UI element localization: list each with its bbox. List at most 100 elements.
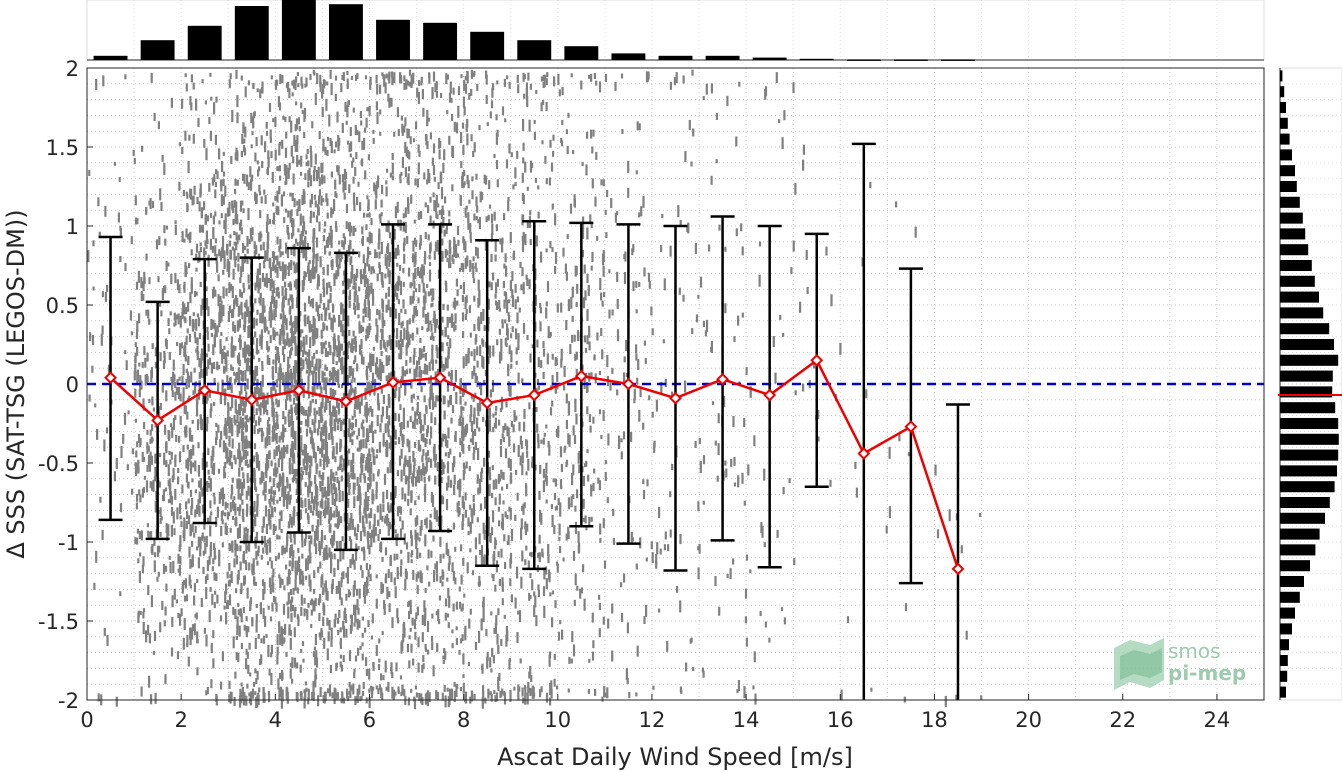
scatter-point <box>492 655 495 664</box>
scatter-point <box>483 532 486 540</box>
scatter-point <box>401 439 404 447</box>
scatter-point <box>448 262 451 269</box>
scatter-point <box>348 341 351 346</box>
scatter-point <box>366 381 369 392</box>
scatter-point <box>382 675 385 681</box>
scatter-point <box>307 697 310 705</box>
scatter-point <box>268 498 271 504</box>
scatter-point <box>387 681 390 692</box>
scatter-point <box>342 72 345 81</box>
scatter-point <box>292 430 295 439</box>
scatter-point <box>345 572 348 578</box>
scatter-point <box>266 168 269 174</box>
scatter-point <box>303 608 306 617</box>
scatter-point <box>447 400 450 408</box>
scatter-point <box>249 607 252 611</box>
scatter-point <box>365 562 368 570</box>
scatter-point <box>150 72 153 83</box>
scatter-point <box>267 645 270 657</box>
scatter-point <box>264 250 267 260</box>
scatter-point <box>278 383 281 395</box>
scatter-point <box>476 360 479 368</box>
scatter-point <box>272 359 275 365</box>
scatter-point <box>231 246 234 251</box>
scatter-point <box>484 370 487 376</box>
scatter-point <box>443 434 447 439</box>
scatter-point <box>151 481 154 491</box>
scatter-point <box>470 88 473 96</box>
scatter-point <box>309 455 312 464</box>
scatter-point <box>420 76 423 83</box>
scatter-point <box>437 242 440 248</box>
scatter-point <box>211 466 214 475</box>
scatter-point <box>455 637 458 645</box>
scatter-point <box>296 587 299 594</box>
scatter-point <box>269 476 272 483</box>
scatter-point <box>462 182 465 188</box>
scatter-point <box>184 426 187 435</box>
scatter-point <box>361 235 364 246</box>
scatter-point <box>451 145 454 157</box>
scatter-point <box>276 236 279 245</box>
scatter-point <box>423 413 426 425</box>
scatter-point <box>287 412 290 423</box>
scatter-point <box>450 318 453 328</box>
scatter-point <box>212 492 215 497</box>
scatter-point <box>272 568 275 578</box>
scatter-point <box>329 236 332 245</box>
scatter-point <box>230 336 234 344</box>
scatter-point <box>238 695 242 708</box>
scatter-point <box>256 500 259 509</box>
scatter-point <box>330 236 333 249</box>
scatter-point <box>174 315 177 326</box>
scatter-point <box>474 442 477 451</box>
scatter-point <box>314 598 317 607</box>
scatter-point <box>300 497 303 508</box>
scatter-point <box>353 203 356 212</box>
scatter-point <box>462 406 465 411</box>
scatter-point <box>263 402 266 415</box>
scatter-point <box>286 601 289 606</box>
scatter-point <box>286 576 289 586</box>
scatter-point <box>319 256 322 268</box>
scatter-point <box>465 295 468 304</box>
scatter-point <box>358 588 361 599</box>
scatter-point <box>252 355 255 360</box>
scatter-point <box>211 245 214 253</box>
scatter-point <box>225 337 228 342</box>
scatter-point <box>323 421 326 432</box>
scatter-point <box>404 309 407 315</box>
scatter-point <box>243 624 246 631</box>
scatter-point <box>281 546 284 556</box>
scatter-point <box>136 218 139 225</box>
scatter-point <box>139 552 142 557</box>
scatter-point <box>407 331 410 342</box>
scatter-point <box>270 486 273 495</box>
scatter-point <box>280 447 283 460</box>
scatter-point <box>327 631 330 642</box>
scatter-point <box>307 416 310 428</box>
scatter-point <box>209 238 212 250</box>
scatter-point <box>213 543 216 551</box>
scatter-point <box>309 337 312 349</box>
scatter-point <box>471 263 474 269</box>
scatter-point <box>388 251 392 262</box>
scatter-point <box>158 481 161 488</box>
scatter-point <box>310 155 313 168</box>
scatter-point <box>413 458 416 466</box>
scatter-point <box>184 405 187 415</box>
scatter-point <box>481 192 484 200</box>
scatter-point <box>339 661 342 668</box>
scatter-point <box>305 533 308 540</box>
scatter-point <box>333 567 336 577</box>
scatter-point <box>159 453 162 458</box>
scatter-point <box>194 613 197 618</box>
scatter-point <box>352 584 355 597</box>
scatter-point <box>399 565 403 577</box>
scatter-point <box>414 500 417 506</box>
scatter-point <box>439 536 442 547</box>
scatter-point <box>139 375 142 383</box>
scatter-point <box>238 352 241 365</box>
scatter-point <box>373 456 376 466</box>
scatter-point <box>283 164 286 172</box>
